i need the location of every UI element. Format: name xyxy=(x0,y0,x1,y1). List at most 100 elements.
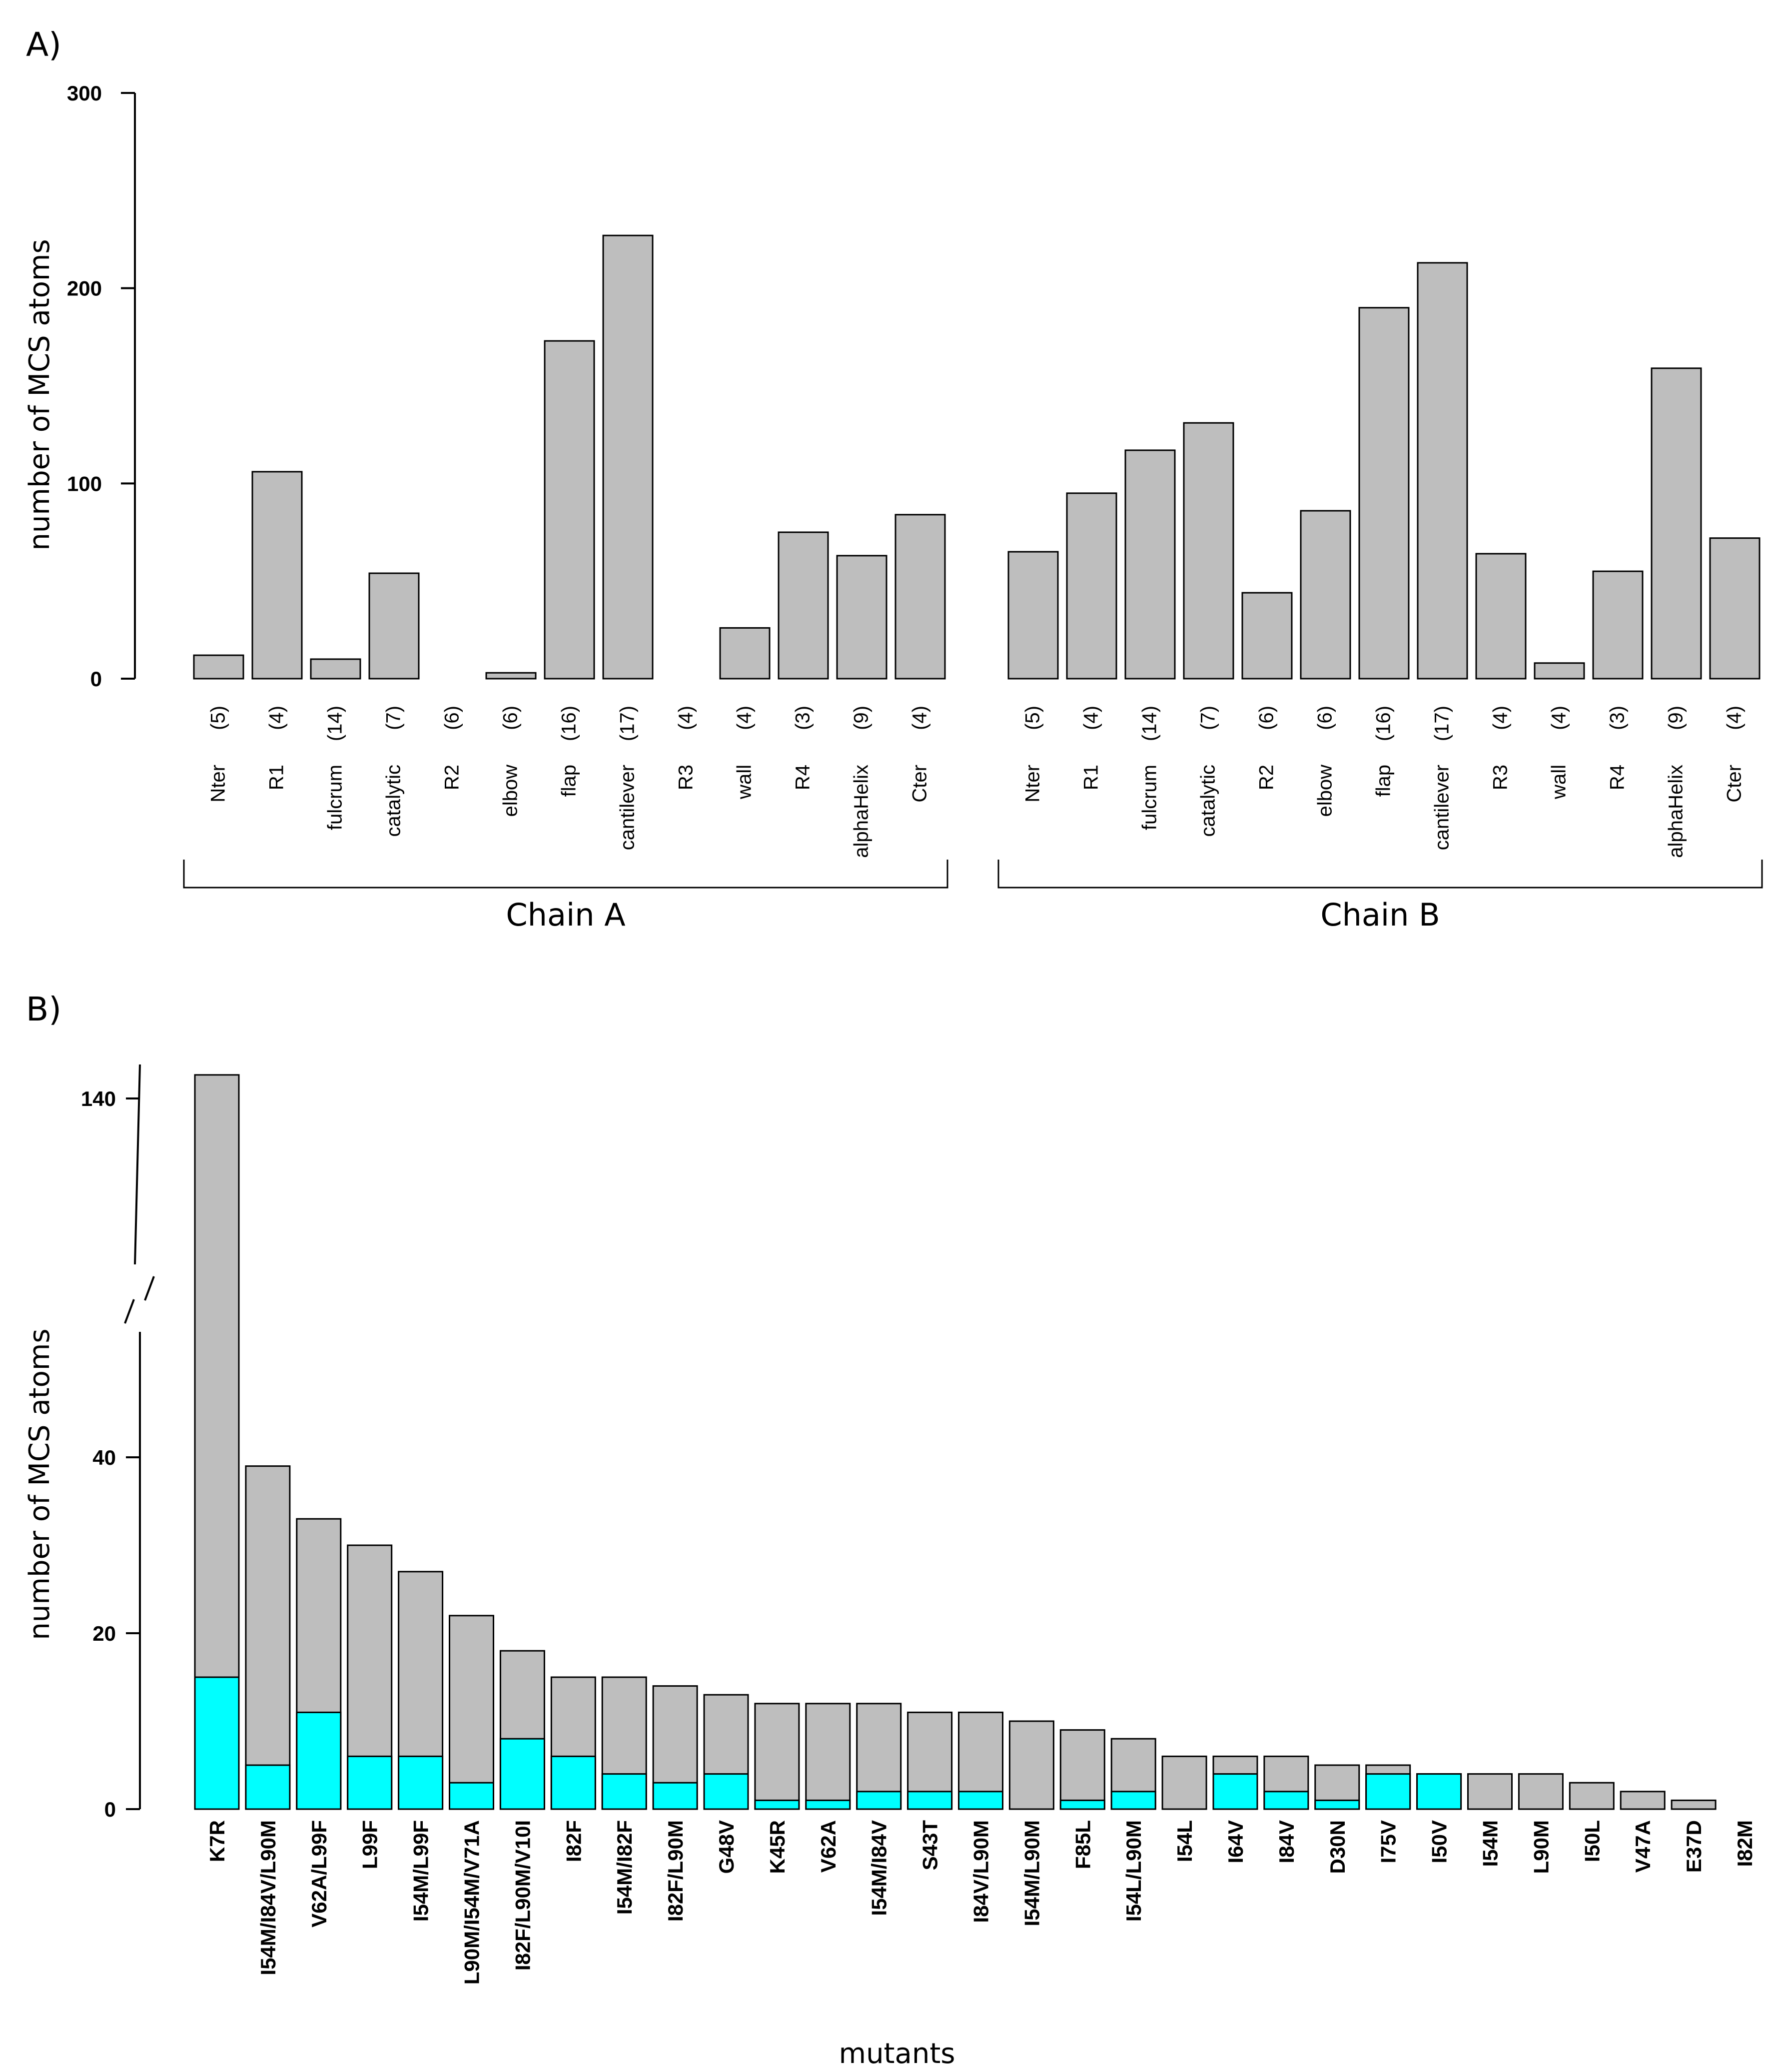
category-count-label: (5) xyxy=(207,706,229,730)
y-tick-label: 200 xyxy=(67,277,102,300)
mutant-label: I75V xyxy=(1377,1820,1400,1863)
category-label: elbow xyxy=(500,765,522,817)
category-count-label: (16) xyxy=(558,706,580,741)
bar-highlight xyxy=(1365,1773,1411,1810)
mutant-label: S43T xyxy=(918,1820,942,1871)
panel-a-label: A) xyxy=(26,25,61,64)
category-count-label: (6) xyxy=(1256,706,1278,730)
bar-highlight xyxy=(1314,1799,1360,1810)
bar-total xyxy=(1467,1773,1513,1810)
bar xyxy=(1124,449,1176,680)
bar-total xyxy=(1518,1773,1564,1810)
bar-total xyxy=(1569,1782,1615,1810)
bar xyxy=(544,340,595,680)
bar xyxy=(1300,510,1351,680)
mutant-label: K45R xyxy=(766,1820,789,1874)
y-tick-label: 140 xyxy=(81,1087,116,1110)
category-count-label: (3) xyxy=(792,706,814,730)
bar xyxy=(602,234,654,680)
category-count-label: (6) xyxy=(500,706,522,730)
category-count-label: (6) xyxy=(441,706,463,730)
chain-bracket xyxy=(183,860,948,889)
bar xyxy=(368,572,420,680)
bar-highlight xyxy=(1263,1791,1309,1810)
mutant-label: I50V xyxy=(1428,1820,1451,1863)
mutant-label: I84V/L90M xyxy=(969,1820,993,1923)
bar-highlight xyxy=(296,1711,342,1810)
bar-highlight xyxy=(499,1738,545,1810)
mutant-label: E37D xyxy=(1682,1820,1706,1873)
panel-b: B) number of MCS atoms mutants 02040140 … xyxy=(23,990,1757,2070)
mutant-label: I84V xyxy=(1275,1820,1298,1863)
mutant-label: I82M xyxy=(1733,1820,1757,1867)
bar-highlight xyxy=(1212,1773,1258,1810)
category-label: wall xyxy=(734,765,756,800)
mutant-label: D30N xyxy=(1326,1820,1349,1874)
category-count-label: (17) xyxy=(1431,706,1453,741)
category-label: alphaHelix xyxy=(1665,765,1687,858)
mutant-label: I82F xyxy=(562,1820,585,1862)
category-count-label: (4) xyxy=(266,706,288,730)
mutant-label: V47A xyxy=(1631,1820,1655,1873)
bar-highlight xyxy=(1110,1791,1156,1810)
mutant-label: I54M/I84V xyxy=(868,1820,891,1916)
mutant-label: F85L xyxy=(1071,1820,1094,1869)
category-count-label: (4) xyxy=(1548,706,1570,730)
category-label: cantilever xyxy=(1431,765,1453,850)
category-count-label: (4) xyxy=(675,706,697,730)
bar xyxy=(719,627,771,680)
category-count-label: (7) xyxy=(1197,706,1219,730)
bar xyxy=(1709,537,1761,680)
bar-total xyxy=(1008,1720,1054,1810)
mutant-label: I64V xyxy=(1224,1820,1247,1863)
mutant-label: K7R xyxy=(205,1820,229,1862)
mutant-label: I82F/L90M/V10I xyxy=(511,1820,534,1971)
mutant-label: V62A/L99F xyxy=(307,1820,331,1928)
y-tick-label: 40 xyxy=(92,1446,116,1469)
bar-highlight xyxy=(652,1782,698,1810)
category-label: Nter xyxy=(207,765,229,803)
chain-label: Chain A xyxy=(506,897,625,933)
category-label: R1 xyxy=(266,765,288,790)
category-count-label: (4) xyxy=(734,706,756,730)
mutant-label: I54M/I84V/L90M xyxy=(256,1820,280,1975)
bar xyxy=(1475,553,1527,680)
bar-total xyxy=(1161,1755,1207,1810)
mutant-label: L99F xyxy=(358,1820,382,1869)
mutant-label: L90M/I54M/V71A xyxy=(460,1820,484,1985)
panel-a-y-axis: 0 100 200 300 xyxy=(67,81,136,691)
mutant-label: V62A xyxy=(817,1820,840,1873)
panel-a-chain-brackets: Chain A Chain B xyxy=(183,860,1763,933)
category-count-label: (9) xyxy=(1665,706,1687,730)
category-count-label: (7) xyxy=(383,706,405,730)
chain-label: Chain B xyxy=(1320,897,1440,933)
category-label: flap xyxy=(1373,765,1395,797)
category-label: R1 xyxy=(1080,765,1102,790)
axis-break-mark xyxy=(144,1276,155,1301)
category-label: fulcrum xyxy=(324,765,346,830)
category-count-label: (4) xyxy=(1490,706,1512,730)
category-label: alphaHelix xyxy=(851,765,873,858)
panel-b-y-axis-title: number of MCS atoms xyxy=(23,1328,56,1640)
bar-highlight xyxy=(449,1782,494,1810)
mutant-label: I54M/L99F xyxy=(409,1820,433,1922)
bar-highlight xyxy=(1059,1799,1105,1810)
panel-b-bars xyxy=(194,1074,1717,1810)
panel-a-bars xyxy=(193,234,1761,680)
bar-total xyxy=(1059,1729,1105,1810)
bar xyxy=(1534,662,1585,680)
category-count-label: (16) xyxy=(1373,706,1395,741)
category-label: R2 xyxy=(1256,765,1278,790)
mutant-label: G48V xyxy=(715,1820,738,1874)
bar-highlight xyxy=(550,1755,596,1810)
category-count-label: (14) xyxy=(1139,706,1161,741)
y-tick-label: 300 xyxy=(67,81,102,105)
category-label: catalytic xyxy=(1197,765,1219,837)
panel-b-mutant-labels: K7R I54M/I84V/L90M V62A/L99F L99F I54M/L99F L… xyxy=(205,1820,1757,1985)
panel-b-label: B) xyxy=(26,990,61,1029)
category-count-label: (17) xyxy=(617,706,639,741)
y-tick-label: 20 xyxy=(92,1622,116,1645)
bar-total xyxy=(1620,1791,1666,1810)
bar xyxy=(251,471,303,680)
category-count-label: (9) xyxy=(851,706,873,730)
